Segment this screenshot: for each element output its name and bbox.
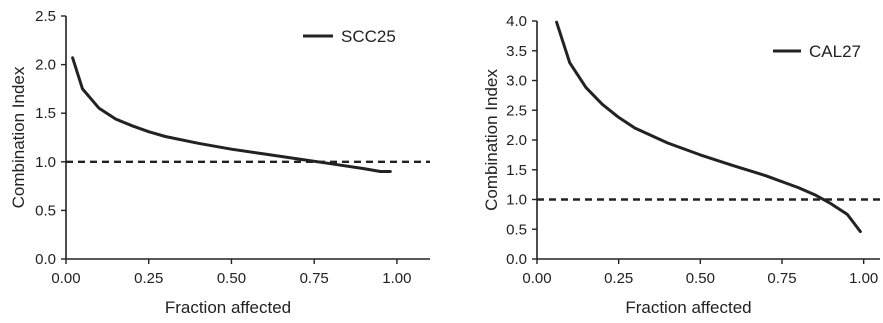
x-tick-label: 0.50 — [217, 270, 246, 287]
x-tick-label: 0.50 — [686, 270, 715, 287]
x-axis-title: Fraction affected — [625, 298, 751, 317]
y-tick-label: 4.0 — [506, 13, 527, 30]
y-tick-label: 0.5 — [35, 202, 56, 219]
y-tick-label: 2.5 — [506, 102, 527, 119]
x-tick-label: 1.00 — [382, 270, 411, 287]
legend-label-scc25: SCC25 — [341, 27, 396, 46]
x-axis-title: Fraction affected — [165, 298, 291, 317]
x-tick-label: 0.00 — [522, 270, 551, 287]
legend-label-cal27: CAL27 — [809, 42, 861, 61]
y-tick-label: 2.0 — [506, 132, 527, 149]
x-tick-label: 0.25 — [604, 270, 633, 287]
y-tick-label: 2.5 — [35, 8, 56, 25]
y-tick-label: 2.0 — [35, 57, 56, 74]
series-line-scc25 — [71, 56, 392, 173]
x-tick-label: 0.00 — [51, 270, 80, 287]
y-tick-label: 3.5 — [506, 43, 527, 60]
x-tick-label: 0.75 — [767, 270, 796, 287]
x-tick-label: 0.75 — [300, 270, 329, 287]
y-tick-label: 3.0 — [506, 73, 527, 90]
x-tick-label: 1.00 — [849, 270, 878, 287]
y-tick-label: 1.0 — [35, 154, 56, 171]
y-tick-label: 1.5 — [35, 105, 56, 122]
y-tick-label: 1.0 — [506, 192, 527, 209]
y-axis-title: Combination Index — [9, 66, 28, 208]
y-tick-label: 1.5 — [506, 162, 527, 179]
chart-panel-scc25: 0.0 0.5 1.0 1.5 2.0 2.5 0.00 0.25 0.50 0.75 1.00 Fr… — [9, 8, 430, 317]
y-axis-title: Combination Index — [482, 69, 501, 211]
y-tick-label: 0.0 — [506, 251, 527, 268]
series-line-cal27 — [555, 20, 862, 234]
x-tick-label: 0.25 — [134, 270, 163, 287]
chart-panel-cal27: 0.0 0.5 1.0 1.5 2.0 2.5 3.0 3.5 4.0 0.00 0.25 0.50 0… — [482, 13, 880, 317]
y-tick-label: 0.0 — [35, 251, 56, 268]
y-tick-label: 0.5 — [506, 221, 527, 238]
